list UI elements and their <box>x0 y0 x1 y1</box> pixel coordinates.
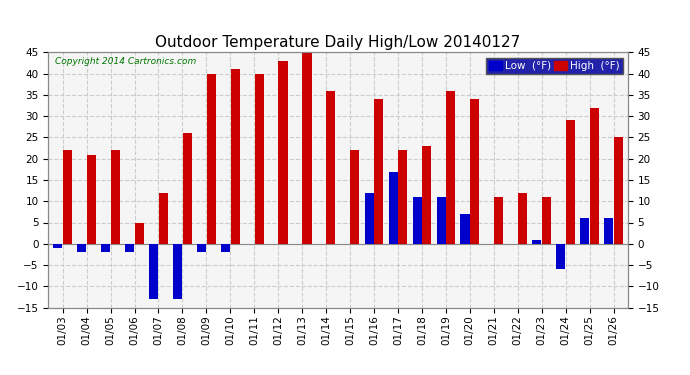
Bar <box>556 244 565 269</box>
Bar <box>77 244 86 252</box>
Bar <box>149 244 158 299</box>
Bar <box>365 193 374 244</box>
Bar <box>460 214 470 244</box>
Bar <box>221 244 230 252</box>
Text: Copyright 2014 Cartronics.com: Copyright 2014 Cartronics.com <box>55 57 197 66</box>
Bar <box>533 240 542 244</box>
Bar <box>374 99 384 244</box>
Bar <box>125 244 135 252</box>
Bar <box>614 138 623 244</box>
Bar <box>518 193 527 244</box>
Bar <box>470 99 479 244</box>
Legend: Low  (°F), High  (°F): Low (°F), High (°F) <box>486 58 622 74</box>
Bar <box>87 154 96 244</box>
Bar <box>173 244 182 299</box>
Bar <box>183 133 192 244</box>
Bar <box>63 150 72 244</box>
Bar <box>542 197 551 244</box>
Bar <box>230 69 239 244</box>
Bar <box>494 197 503 244</box>
Bar <box>255 74 264 244</box>
Bar <box>111 150 120 244</box>
Bar <box>422 146 431 244</box>
Bar <box>351 150 359 244</box>
Bar <box>388 171 397 244</box>
Bar <box>279 61 288 244</box>
Bar <box>135 222 144 244</box>
Bar <box>413 197 422 244</box>
Bar <box>302 48 311 244</box>
Bar <box>446 91 455 244</box>
Bar <box>590 108 599 244</box>
Bar <box>398 150 407 244</box>
Bar <box>159 193 168 244</box>
Bar <box>566 120 575 244</box>
Title: Outdoor Temperature Daily High/Low 20140127: Outdoor Temperature Daily High/Low 20140… <box>155 35 521 50</box>
Bar <box>437 197 446 244</box>
Bar <box>604 218 613 244</box>
Bar <box>197 244 206 252</box>
Bar <box>206 74 216 244</box>
Bar <box>580 218 589 244</box>
Bar <box>53 244 62 248</box>
Bar <box>101 244 110 252</box>
Bar <box>326 91 335 244</box>
